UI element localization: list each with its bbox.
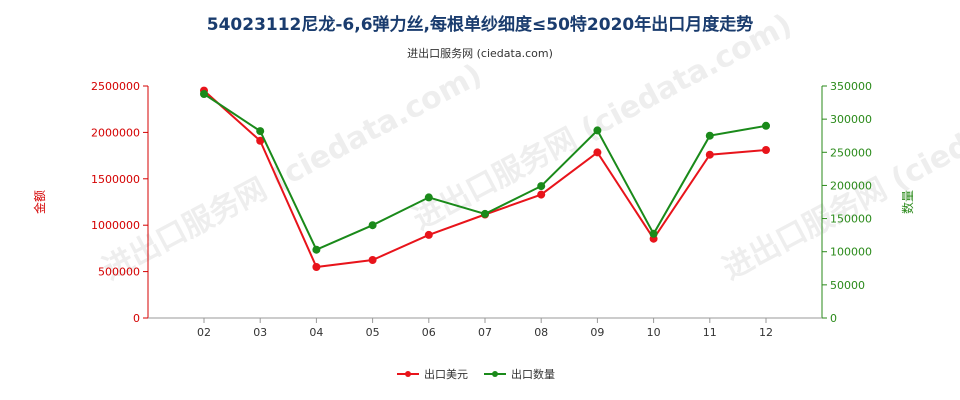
right-tick-label: 200000 [830,179,872,192]
left-tick-label: 1000000 [91,219,140,232]
right-tick-label: 350000 [830,80,872,93]
right-tick-label: 300000 [830,113,872,126]
legend-amount-marker [405,371,411,377]
x-tick-label: 02 [197,326,211,339]
legend-quantity-label: 出口数量 [511,367,555,381]
series-point-quantity [705,131,714,140]
series-point-quantity [424,193,433,202]
series-layer [200,86,770,271]
left-tick-label: 2500000 [91,80,140,93]
series-point-quantity [537,182,546,191]
right-tick-label: 250000 [830,146,872,159]
x-tick-label: 05 [366,326,380,339]
x-tick-label: 04 [309,326,323,339]
right-axis-ticks: 0 50000 100000 150000 200000 250000 300000 3500… [822,80,872,325]
series-point-amount [368,256,377,264]
x-tick-label: 09 [590,326,604,339]
series-point-quantity [593,126,602,135]
series-point-amount [312,263,321,271]
series-point-quantity [649,229,658,238]
right-tick-label: 50000 [830,279,865,292]
legend-quantity-marker [492,371,498,377]
series-point-quantity [368,221,377,230]
x-tick-label: 12 [759,326,773,339]
series-point-quantity [256,127,265,136]
legend: 出口美元 出口数量 [397,367,555,381]
left-axis-title: 金额 [32,190,47,214]
x-axis-ticks: 02 03 04 05 06 07 08 09 10 11 12 [197,318,773,339]
series-point-amount [537,190,546,199]
series-point-amount [705,150,714,159]
x-tick-label: 11 [703,326,717,339]
series-point-quantity [200,90,208,98]
series-point-quantity [312,245,321,254]
watermark-text: 进出口服务网 (ciedata.com) [407,7,797,237]
legend-amount-label: 出口美元 [424,367,468,381]
left-tick-label: 2000000 [91,126,140,139]
x-tick-label: 06 [422,326,436,339]
chart-title: 54023112尼龙-6,6弹力丝,每根单纱细度≤50特2020年出口月度走势 [206,15,754,35]
right-tick-label: 100000 [830,246,872,259]
watermark-text: 进出口服务网 (ciedata.com) [97,57,487,287]
series-point-amount [762,146,770,154]
series-point-amount [424,230,433,239]
series-point-amount [593,148,602,157]
x-tick-label: 10 [647,326,661,339]
left-tick-label: 1500000 [91,173,140,186]
series-point-amount [256,136,265,145]
left-tick-label: 500000 [98,266,140,279]
x-tick-label: 07 [478,326,492,339]
chart-subtitle: 进出口服务网 (ciedata.com) [407,47,553,60]
x-tick-label: 08 [534,326,548,339]
right-tick-label: 150000 [830,213,872,226]
x-tick-label: 03 [253,326,267,339]
left-axis-ticks: 0 500000 1000000 1500000 2000000 2500000 [91,80,148,325]
series-point-quantity [481,209,489,218]
series-point-quantity [762,121,770,130]
left-tick-label: 0 [133,312,140,325]
right-axis-title: 数量 [900,190,915,214]
right-tick-label: 0 [830,312,837,325]
